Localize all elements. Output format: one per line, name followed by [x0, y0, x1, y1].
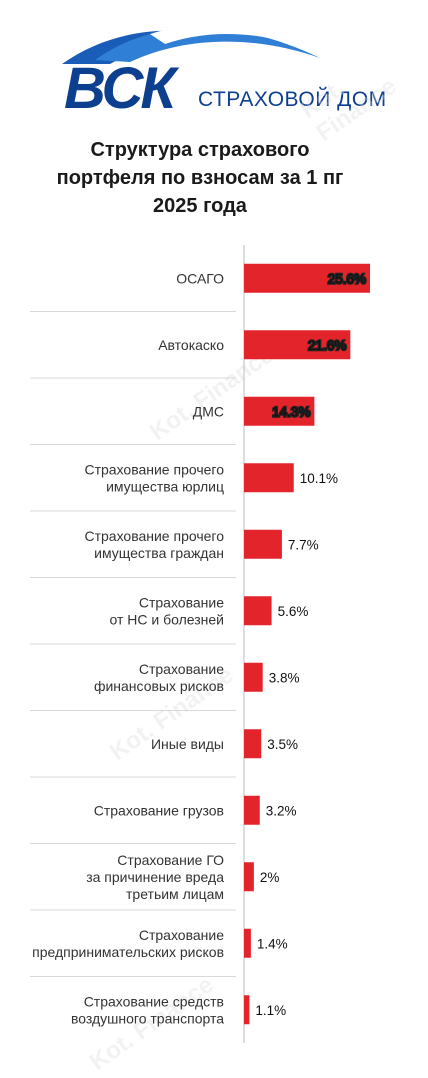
value-label: 1.4% [257, 936, 288, 951]
category-label: Иные виды [151, 736, 224, 752]
bar [244, 995, 250, 1025]
chart-title-line: Структура страхового [90, 139, 310, 161]
category-label: Страхование грузов [94, 802, 224, 818]
category-label: ОСАГО [176, 270, 224, 286]
category-label: имущества юрлиц [106, 478, 224, 494]
category-label: ДМС [193, 403, 224, 419]
category-label: воздушного транспорта [71, 1010, 224, 1026]
value-label: 3.2% [266, 803, 297, 818]
category-label: финансовых рисков [94, 678, 224, 694]
chart-title-line: 2025 года [153, 195, 247, 217]
category-label: третьим лицам [126, 886, 224, 902]
bar [244, 330, 351, 360]
value-label: 5.6% [278, 604, 309, 619]
bar [244, 662, 263, 692]
value-label: 3.5% [267, 737, 298, 752]
bar [244, 729, 262, 759]
bar [244, 928, 251, 958]
category-label: за причинение вреда [86, 869, 224, 885]
value-label: 3.8% [269, 670, 300, 685]
category-label: Страхование [139, 661, 224, 677]
category-label: предпринимательских рисков [32, 944, 224, 960]
bar [244, 862, 254, 892]
logo-brand-text: ВСК [64, 56, 176, 121]
chart-title: Структура страхового портфеля по взносам… [20, 136, 380, 220]
value-label: 14.3% [272, 404, 310, 419]
bar [244, 463, 294, 493]
value-label: 2% [260, 870, 280, 885]
category-label: Страхование ГО [117, 852, 224, 868]
category-label: Страхование средств [84, 993, 224, 1009]
value-label: 7.7% [288, 537, 319, 552]
bar [244, 795, 260, 825]
value-label: 21.6% [308, 338, 346, 353]
category-label: Страхование прочего [84, 461, 224, 477]
category-label: Страхование прочего [84, 528, 224, 544]
category-label: Страхование [139, 594, 224, 610]
chart-title-line: портфеля по взносам за 1 пг [56, 167, 344, 189]
bar [244, 263, 371, 293]
category-label: имущества граждан [94, 545, 224, 561]
value-label: 1.1% [255, 1003, 286, 1018]
category-label: от НС и болезней [109, 611, 224, 627]
value-label: 25.6% [328, 271, 366, 286]
vsk-logo: ВСК СТРАХОВОЙ ДОМ [0, 0, 428, 125]
category-label: Страхование [139, 927, 224, 943]
category-label: Автокаско [158, 337, 224, 353]
bar [244, 396, 315, 426]
bar-chart: ОСАГО 25.6% Автокаско 21.6% ДМС 14.3% Страхова… [30, 245, 371, 1043]
logo-subtitle: СТРАХОВОЙ ДОМ [198, 88, 387, 111]
value-label: 10.1% [300, 471, 338, 486]
bar [244, 596, 272, 626]
bar [244, 529, 282, 559]
logo-mountain-icon [62, 23, 320, 64]
